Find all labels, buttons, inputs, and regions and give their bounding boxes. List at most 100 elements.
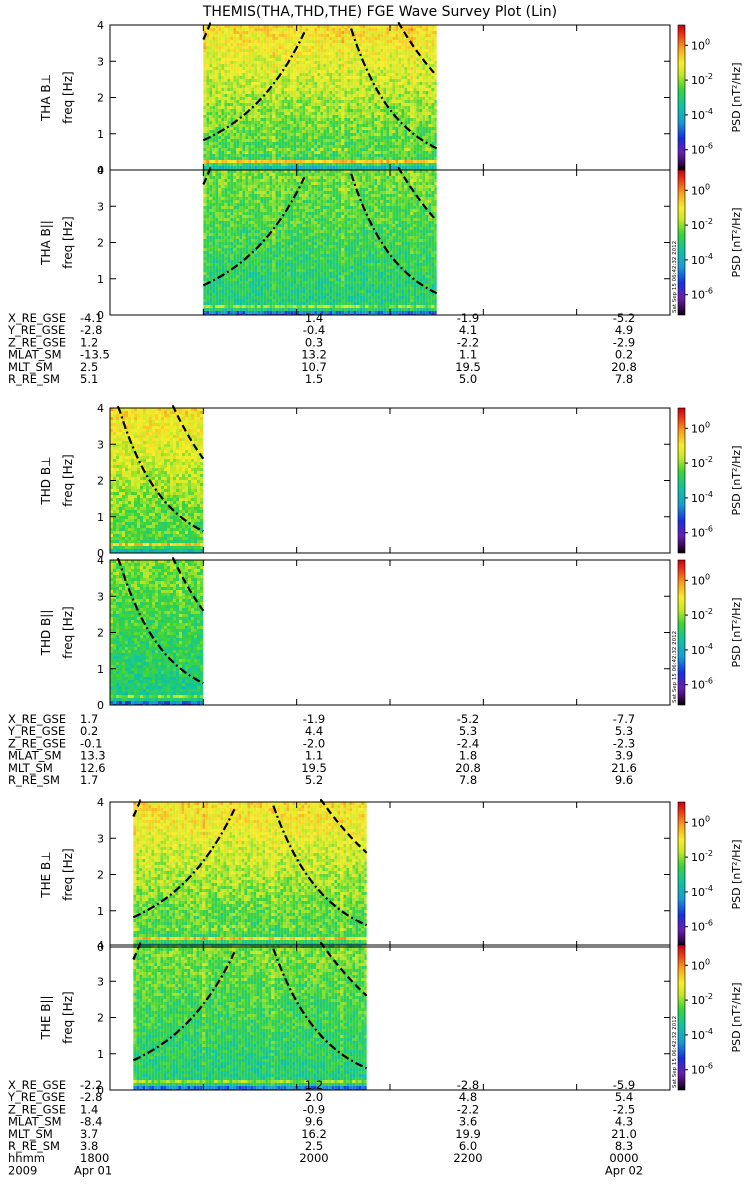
spectrogram-cell [266, 58, 270, 61]
spectrogram-cell [317, 112, 321, 115]
spectrogram-cell [425, 103, 429, 106]
spectrogram-cell [269, 133, 273, 136]
spectrogram-cell [338, 37, 342, 40]
spectrogram-cell [368, 67, 372, 70]
spectrogram-cell [302, 154, 306, 157]
spectrogram-cell [389, 136, 393, 139]
spectrogram-cell [338, 121, 342, 124]
spectrogram-cell [251, 163, 255, 166]
spectrogram-cell [404, 37, 408, 40]
spectrogram-cell [263, 194, 267, 197]
spectrogram-cell [368, 43, 372, 46]
spectrogram-cell [203, 46, 207, 49]
spectrogram-cell [425, 145, 429, 148]
spectrogram-cell [389, 61, 393, 64]
spectrogram-cell [380, 34, 384, 37]
spectrogram-cell [278, 109, 282, 112]
spectrogram-cell [242, 112, 246, 115]
spectrogram-cell [428, 73, 432, 76]
spectrogram-cell [251, 148, 255, 151]
spectrogram-cell [206, 200, 210, 203]
spectrogram-cell [212, 188, 216, 191]
spectrogram-cell [326, 67, 330, 70]
spectrogram-cell [239, 64, 243, 67]
spectrogram-cell [413, 49, 417, 52]
spectrogram-cell [413, 148, 417, 151]
spectrogram-cell [338, 106, 342, 109]
spectrogram-cell [227, 203, 231, 206]
spectrogram-cell [203, 194, 207, 197]
spectrogram-cell [206, 121, 210, 124]
spectrogram-cell [320, 145, 324, 148]
spectrogram-cell [383, 70, 387, 73]
spectrogram-cell [245, 88, 249, 91]
spectrogram-cell [329, 70, 333, 73]
spectrogram-cell [230, 191, 234, 194]
spectrogram-cell [254, 127, 258, 130]
spectrogram-cell [326, 170, 330, 173]
spectrogram-cell [290, 31, 294, 34]
spectrogram-cell [215, 46, 219, 49]
spectrogram-cell [275, 197, 279, 200]
spectrogram-cell [278, 206, 282, 209]
spectrogram-cell [308, 212, 312, 215]
spectrogram-cell [407, 58, 411, 61]
spectrogram-cell [395, 52, 399, 55]
spectrogram-cell [416, 194, 420, 197]
spectrogram-cell [281, 139, 285, 142]
spectrogram-cell [248, 133, 252, 136]
spectrogram-cell [419, 73, 423, 76]
spectrogram-cell [296, 182, 300, 185]
spectrogram-cell [281, 43, 285, 46]
spectrogram-cell [281, 173, 285, 176]
spectrogram-cell [311, 40, 315, 43]
spectrogram-cell [377, 203, 381, 206]
spectrogram-cell [395, 191, 399, 194]
spectrogram-cell [218, 209, 222, 212]
spectrogram-cell [311, 154, 315, 157]
spectrogram-cell [431, 176, 435, 179]
spectrogram-cell [428, 109, 432, 112]
spectrogram-cell [326, 76, 330, 79]
spectrogram-cell [347, 67, 351, 70]
spectrogram-cell [254, 200, 258, 203]
spectrogram-cell [269, 43, 273, 46]
spectrogram-cell [227, 106, 231, 109]
spectrogram-cell [323, 206, 327, 209]
spectrogram-cell [314, 197, 318, 200]
spectrogram-cell [377, 194, 381, 197]
spectrogram-cell [320, 209, 324, 212]
spectrogram-cell [347, 109, 351, 112]
spectrogram-cell [239, 112, 243, 115]
spectrogram-cell [308, 151, 312, 154]
spectrogram-cell [395, 76, 399, 79]
spectrogram-cell [431, 179, 435, 182]
spectrogram-cell [365, 31, 369, 34]
spectrogram-cell [332, 157, 336, 160]
spectrogram-cell [305, 37, 309, 40]
spectrogram-cell [287, 106, 291, 109]
spectrogram-cell [347, 118, 351, 121]
spectrogram-cell [227, 79, 231, 82]
spectrogram-cell [419, 58, 423, 61]
spectrogram-cell [425, 49, 429, 52]
spectrogram-cell [347, 37, 351, 40]
spectrogram-cell [332, 88, 336, 91]
spectrogram-cell [380, 203, 384, 206]
spectrogram-cell [362, 79, 366, 82]
spectrogram-cell [407, 206, 411, 209]
spectrogram-cell [380, 166, 384, 169]
spectrogram-cell [242, 212, 246, 215]
spectrogram-cell [257, 115, 261, 118]
spectrogram-cell [206, 37, 210, 40]
spectrogram-cell [371, 166, 375, 169]
spectrogram-cell [362, 145, 366, 148]
spectrogram-cell [266, 124, 270, 127]
spectrogram-cell [311, 100, 315, 103]
spectrogram-cell [407, 148, 411, 151]
spectrogram-cell [299, 112, 303, 115]
spectrogram-cell [314, 209, 318, 212]
spectrogram-cell [431, 194, 435, 197]
spectrogram-cell [311, 58, 315, 61]
